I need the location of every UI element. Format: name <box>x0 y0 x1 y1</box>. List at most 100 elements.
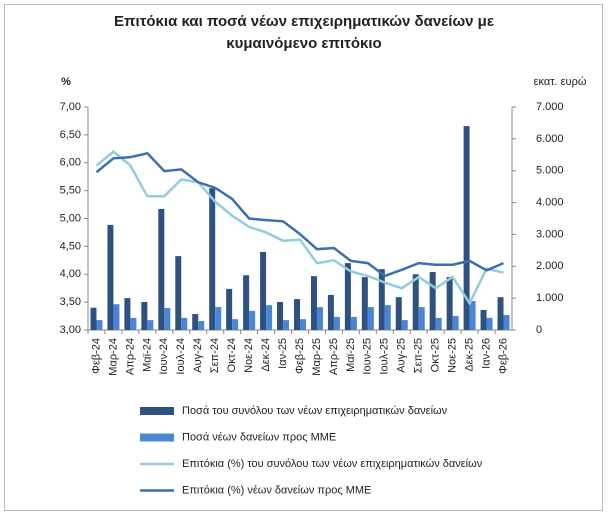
y2-tick-label: 7.000 <box>536 101 564 113</box>
bar <box>215 307 222 330</box>
bar <box>378 269 385 330</box>
bar <box>141 301 148 330</box>
bar <box>463 126 470 330</box>
x-tick-label: Απρ-25 <box>328 338 340 375</box>
bar <box>232 319 239 330</box>
bar <box>175 256 182 330</box>
bar <box>412 274 419 330</box>
bar <box>452 315 459 330</box>
x-tick-label: Νοε-25 <box>447 338 459 373</box>
x-tick-label: Μαϊ-24 <box>141 338 153 372</box>
bar <box>503 315 510 330</box>
legend-label: Επιτόκια (%) του συνόλου των νέων επιχει… <box>182 458 483 470</box>
bar <box>158 208 165 330</box>
bar <box>147 320 154 330</box>
y2-tick-label: 4.000 <box>536 196 564 208</box>
bar <box>333 316 340 330</box>
bar <box>350 316 357 330</box>
bar <box>300 319 306 330</box>
y-tick-label: 3,50 <box>60 296 81 308</box>
bar <box>316 307 323 330</box>
bar <box>497 297 504 330</box>
bar <box>198 321 205 330</box>
bar <box>469 301 476 330</box>
x-tick-label: Μαϊ-25 <box>345 338 357 372</box>
y-tick-label: 5,50 <box>60 185 81 197</box>
bar <box>361 277 368 330</box>
bar <box>260 251 267 330</box>
x-tick-label: Σεπ-24 <box>209 338 221 373</box>
x-tick-label: Ιουλ-24 <box>175 338 187 375</box>
x-tick-label: Φεβ-26 <box>497 338 509 374</box>
y-tick-label: 4,00 <box>60 268 81 280</box>
y-tick-label: 3,00 <box>60 324 81 336</box>
x-tick-label: Απρ-24 <box>124 338 136 375</box>
x-tick-label: Μαρ-24 <box>107 338 119 376</box>
chart-title: Επιτόκια και ποσά νέων επιχειρηματικών δ… <box>114 13 494 30</box>
chart-title: κυμαινόμενο επιτόκιο <box>226 35 381 52</box>
x-tick-label: Φεβ-25 <box>294 338 306 374</box>
x-tick-label: Δεκ-24 <box>260 338 272 372</box>
bar <box>384 305 391 330</box>
legend-label: Ποσά του συνόλου των νέων επιχειρηματικώ… <box>182 405 448 417</box>
bar <box>243 275 250 330</box>
y2-tick-label: 5.000 <box>536 165 564 177</box>
x-tick-label: Αυγ-25 <box>396 338 408 373</box>
y-tick-label: 6,50 <box>60 129 81 141</box>
y2-tick-label: 2.000 <box>536 260 564 272</box>
frame <box>4 4 603 511</box>
y2-tick-label: 6.000 <box>536 133 564 145</box>
x-tick-label: Ιουν-24 <box>158 338 170 375</box>
line-series <box>95 151 505 278</box>
y2-tick-label: 1.000 <box>536 292 564 304</box>
y-axis-label: % <box>61 76 71 88</box>
bar <box>344 263 351 330</box>
bar <box>249 310 256 330</box>
bar <box>107 224 114 330</box>
bar <box>435 317 442 330</box>
bar <box>310 276 317 330</box>
x-tick-label: Ιαν-25 <box>277 338 289 369</box>
legend-label: Ποσά νέων δανείων προς ΜΜΕ <box>182 431 336 443</box>
bar <box>446 277 453 330</box>
bar <box>367 307 374 330</box>
y-tick-label: 7,00 <box>60 101 81 113</box>
bar <box>181 317 188 330</box>
bar <box>277 301 284 330</box>
x-tick-label: Ιουλ-25 <box>379 338 391 375</box>
y2-tick-label: 0 <box>536 324 542 336</box>
y-tick-label: 5,00 <box>60 212 81 224</box>
bar <box>395 297 402 330</box>
bar <box>283 320 290 330</box>
x-tick-label: Μαρ-25 <box>311 338 323 376</box>
x-tick-label: Αυγ-24 <box>192 338 204 373</box>
bar <box>480 309 487 330</box>
legend-label: Επιτόκια (%) νέων δανείων προς ΜΜΕ <box>182 484 371 496</box>
x-tick-label: Δεκ-25 <box>464 338 476 372</box>
bar <box>294 299 300 330</box>
bar <box>192 314 199 330</box>
x-tick-label: Σεπ-25 <box>413 338 425 373</box>
bar <box>429 272 436 330</box>
x-tick-label: Οκτ-24 <box>226 338 238 372</box>
x-tick-label: Νοε-24 <box>243 338 255 373</box>
x-tick-label: Φεβ-24 <box>90 338 102 374</box>
legend-swatch <box>140 407 174 415</box>
y2-axis-label: εκατ. ευρώ <box>534 76 587 88</box>
bar <box>209 188 216 330</box>
bar <box>401 320 408 330</box>
bar <box>486 317 493 330</box>
bar <box>327 294 334 330</box>
x-tick-label: Ιαν-26 <box>480 338 492 369</box>
bar <box>164 308 171 330</box>
bar <box>130 317 137 330</box>
x-tick-label: Ιουν-25 <box>362 338 374 375</box>
bar <box>124 298 131 330</box>
x-tick-label: Οκτ-25 <box>430 338 442 372</box>
y-tick-label: 4,50 <box>60 240 81 252</box>
bar <box>266 305 273 330</box>
legend-swatch <box>140 433 174 442</box>
bar <box>90 307 97 330</box>
bar <box>96 320 103 330</box>
